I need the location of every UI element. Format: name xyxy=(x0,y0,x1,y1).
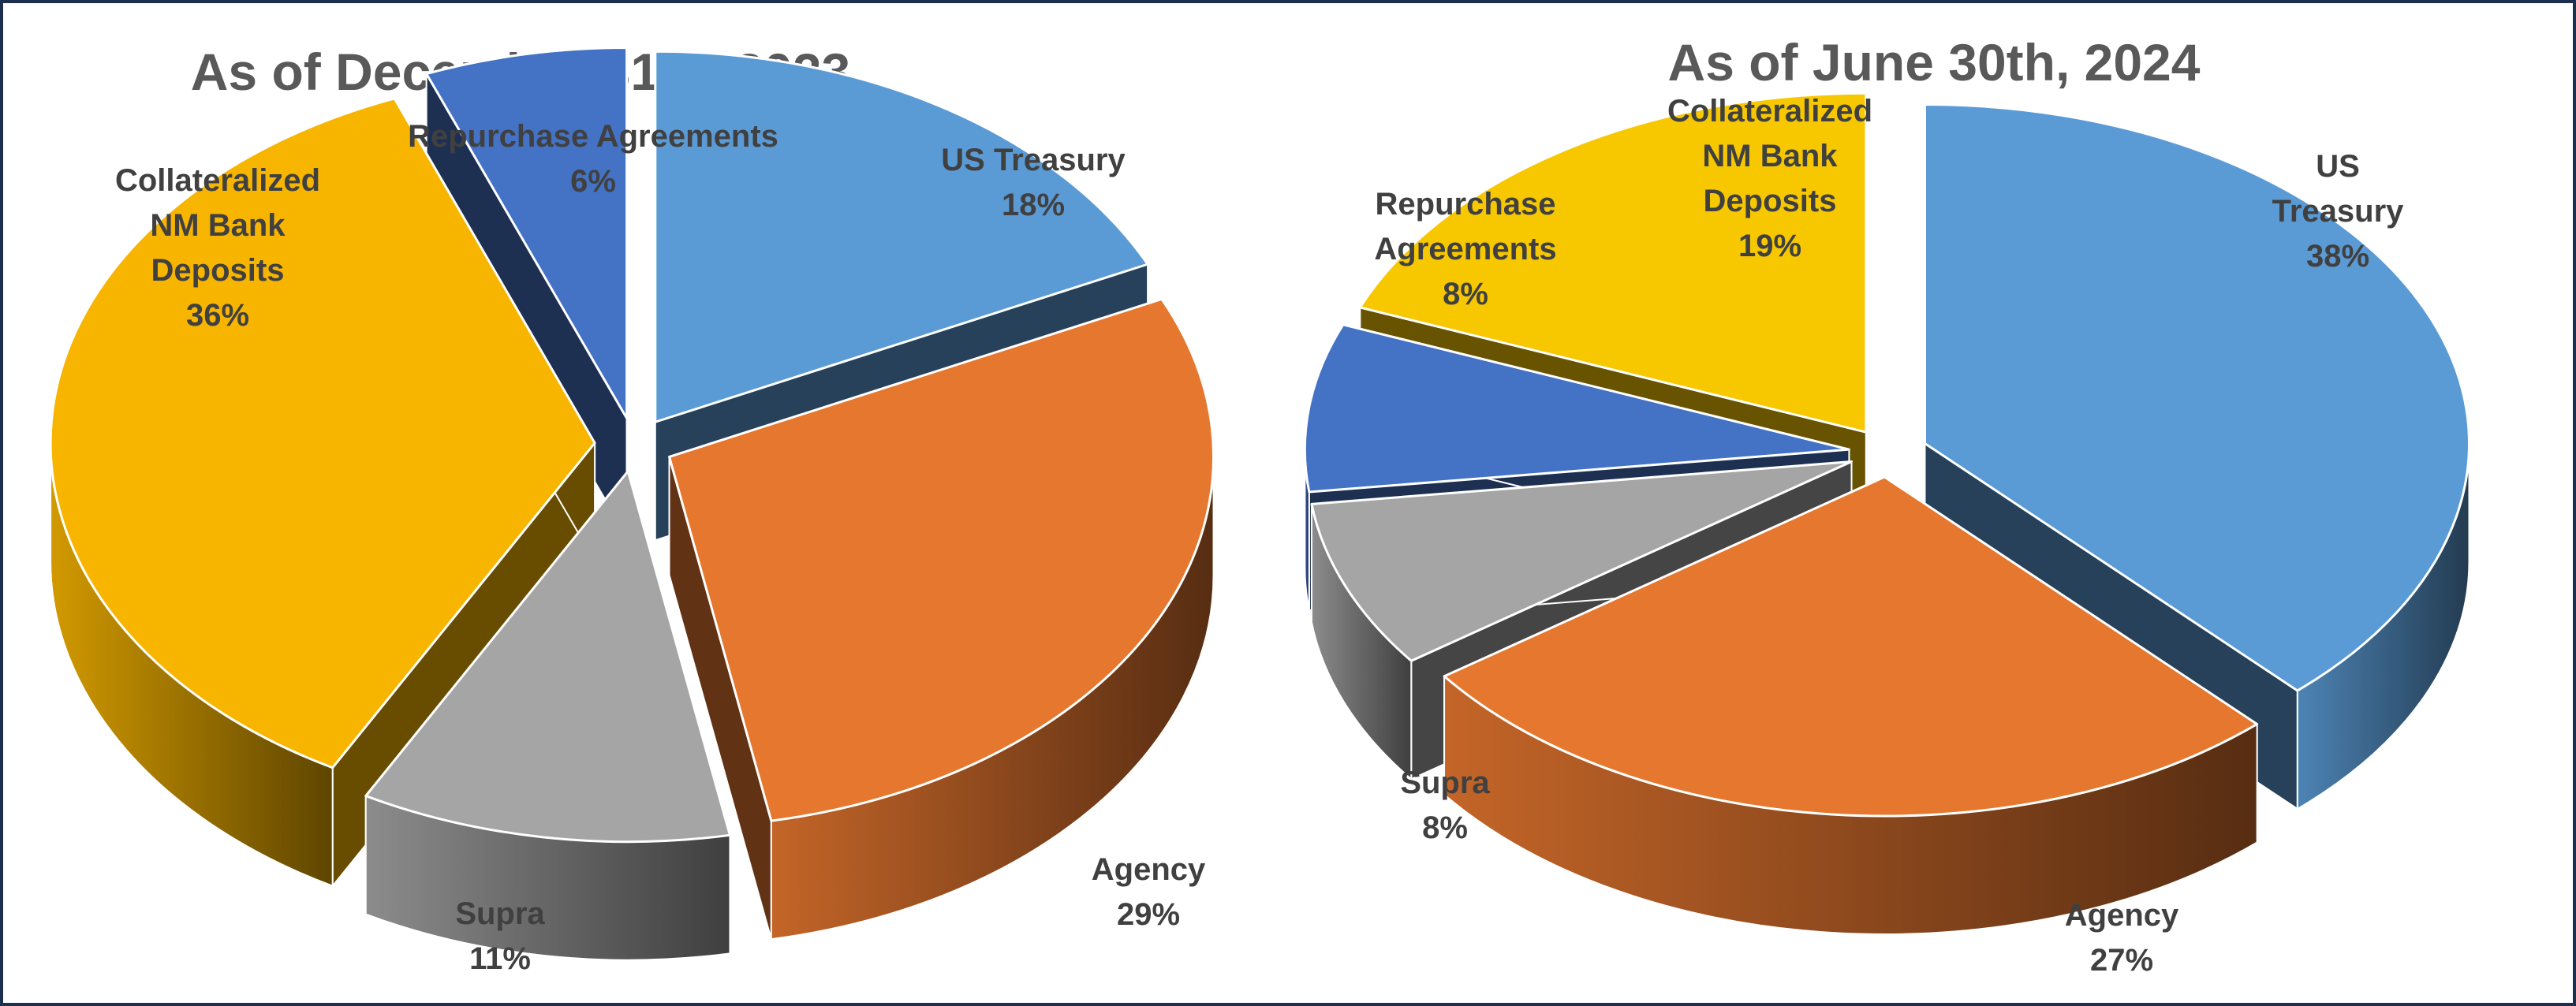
chart-title-right: As of June 30th, 2024 xyxy=(1668,33,2201,91)
slice-agency xyxy=(668,297,1215,941)
data-label-agency: Agency 29% xyxy=(1092,852,1206,932)
data-label-us-treasury: US Treasury 38% xyxy=(2272,149,2405,274)
slice-collateralized-nm-bank-deposits xyxy=(49,97,596,887)
slice-top-face xyxy=(49,97,596,769)
percent-label: 8% xyxy=(1422,810,1468,845)
slice-top-face xyxy=(1443,475,2259,818)
slice-agency xyxy=(1443,475,2259,936)
data-label-supra: Supra 11% xyxy=(455,896,545,976)
pie-chart-dec-2023: US Treasury 18% Agency 29% Supra 11% Collatera… xyxy=(49,47,1215,976)
percent-label: 11% xyxy=(469,941,531,976)
slice-top-face xyxy=(1358,91,1868,434)
data-label-repurchase-agreements: Repurchase Agreements 6% xyxy=(408,119,778,199)
slice-top-face xyxy=(1303,323,1850,494)
percent-label: 19% xyxy=(1738,229,1801,263)
data-label-us-treasury: US Treasury 18% xyxy=(941,143,1126,222)
data-label-agency: Agency 27% xyxy=(2065,898,2179,978)
percent-label: 38% xyxy=(2306,239,2369,274)
percent-label: 27% xyxy=(2090,943,2153,978)
percent-label: 18% xyxy=(1002,188,1065,222)
data-label-supra: Supra 8% xyxy=(1400,766,1490,845)
percent-label: 6% xyxy=(570,164,616,199)
data-label-collateralized-nm-bank-deposits: Collateralized NM Bank Deposits 19% xyxy=(1667,94,1872,263)
percent-label: 29% xyxy=(1117,897,1180,932)
data-label-collateralized-nm-bank-deposits: Collateralized NM Bank Deposits 36% xyxy=(115,163,320,333)
data-label-repurchase-agreements: Repurchase Agreements 8% xyxy=(1374,187,1556,311)
slice-top-face xyxy=(425,47,629,420)
slice-top-face xyxy=(1310,460,1854,662)
percent-label: 8% xyxy=(1443,277,1488,311)
chart-stage: As of December 31st, 2023 As of June 30t… xyxy=(3,3,2573,1003)
slice-top-face xyxy=(1923,103,2470,692)
slice-top-face xyxy=(364,470,731,844)
pie-charts: As of December 31st, 2023 As of June 30t… xyxy=(49,33,2470,978)
slice-top-face xyxy=(654,50,1149,423)
percent-label: 36% xyxy=(186,298,249,333)
pie-chart-jun-2024: US Treasury 38% Agency 27% Supra 8% Repurchase A… xyxy=(1303,91,2470,978)
slice-top-face xyxy=(668,297,1215,822)
slice-supra xyxy=(364,470,731,961)
